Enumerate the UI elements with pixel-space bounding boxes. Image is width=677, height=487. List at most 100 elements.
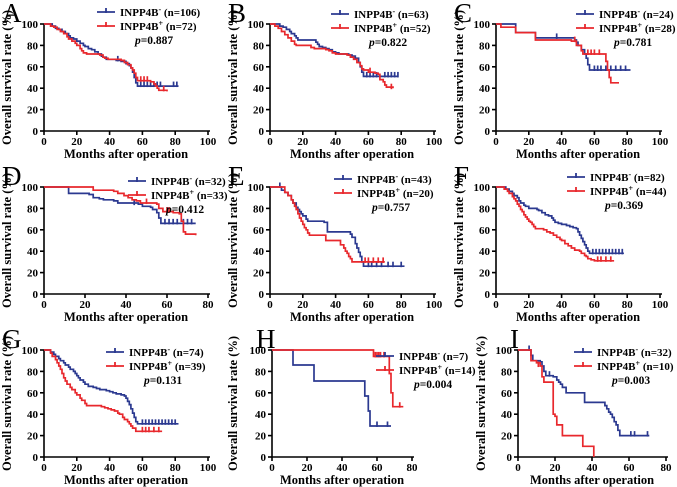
- censor-ticks-red: [369, 67, 393, 90]
- y-tick-label: 40: [27, 409, 39, 421]
- y-tick-label: 0: [33, 126, 39, 138]
- x-tick-label: 20: [71, 136, 83, 148]
- x-axis-label: Months after operation: [64, 310, 188, 324]
- km-curve-inpp4b-pos: [496, 23, 619, 84]
- km-curve-inpp4b-pos: [44, 349, 163, 433]
- y-axis-label: Overall survival rate (%): [226, 10, 240, 145]
- y-tick-label: 60: [27, 225, 39, 237]
- legend-label: INPP4B+ (n=20): [357, 186, 434, 200]
- x-axis-label: Months after operation: [516, 310, 640, 324]
- x-tick-label: 100: [652, 299, 669, 311]
- y-tick-label: 100: [474, 182, 491, 194]
- y-axis-label: Overall survival rate (%): [452, 173, 466, 308]
- legend: INPP4B- (n=82)INPP4B+ (n=44) p=0.369: [567, 170, 667, 212]
- legend: INPP4B- (n=43)INPP4B+ (n=20) p=0.757: [334, 172, 434, 214]
- x-tick-label: 60: [372, 462, 384, 474]
- panel-D: D 0 20 40 60 80 0 20 40 60 80 100 Months after opera…: [0, 161, 228, 324]
- legend-label: INPP4B+ (n=39): [129, 359, 206, 373]
- censor-ticks-red: [573, 36, 601, 55]
- x-tick-label: 0: [269, 462, 275, 474]
- legend-label: INPP4B- (n=32): [151, 174, 226, 188]
- legend-label: INPP4B- (n=82): [590, 170, 665, 184]
- p-value-label: p=0.004: [413, 379, 452, 391]
- y-axis-label: Overall survival rate (%): [0, 336, 14, 471]
- legend: INPP4B- (n=7)INPP4B+ (n=14) p=0.004: [376, 349, 476, 391]
- y-tick-label: 60: [501, 388, 513, 400]
- y-tick-label: 40: [479, 246, 491, 258]
- x-tick-label: 20: [523, 299, 535, 311]
- panel-G: G 0 20 40 60 80 100 0 20 40 60 80 100 Months after op…: [0, 324, 217, 487]
- x-tick-label: 20: [302, 462, 314, 474]
- y-tick-label: 100: [22, 182, 39, 194]
- legend-label: INPP4B- (n=43): [357, 172, 432, 186]
- y-tick-label: 60: [479, 62, 491, 74]
- x-axis-label: Months after operation: [290, 310, 414, 324]
- y-tick-label: 60: [255, 388, 267, 400]
- x-axis-label: Months after operation: [280, 473, 404, 487]
- axes: [40, 349, 210, 461]
- x-axis-label: Months after operation: [290, 147, 414, 161]
- axes: [268, 349, 414, 461]
- censor-ticks-blue: [591, 248, 624, 255]
- y-tick-label: 80: [27, 40, 39, 52]
- p-value-label: p=0.781: [613, 37, 652, 49]
- legend-label: INPP4B- (n=32): [597, 345, 672, 359]
- y-tick-label: 20: [27, 431, 39, 443]
- x-tick-label: 60: [589, 136, 601, 148]
- y-tick-label: 100: [474, 19, 491, 31]
- x-tick-label: 60: [624, 462, 636, 474]
- y-tick-label: 60: [27, 62, 39, 74]
- y-tick-label: 80: [253, 40, 265, 52]
- x-tick-label: 100: [426, 299, 443, 311]
- axes: [266, 23, 436, 135]
- x-tick-label: 60: [589, 299, 601, 311]
- legend-label: INPP4B- (n=63): [354, 7, 429, 21]
- censor-ticks-blue: [528, 345, 649, 437]
- y-tick-label: 20: [253, 105, 265, 117]
- legend-label: INPP4B- (n=74): [129, 345, 204, 359]
- x-tick-label: 40: [104, 462, 116, 474]
- x-tick-label: 20: [80, 299, 92, 311]
- x-tick-label: 80: [622, 136, 634, 148]
- censor-ticks-red: [139, 76, 165, 92]
- legend: INPP4B- (n=32)INPP4B+ (n=10) p=0.003: [574, 345, 674, 387]
- p-value-label: p=0.131: [143, 375, 182, 387]
- panel-letter: H: [256, 324, 276, 354]
- y-tick-label: 20: [479, 268, 491, 280]
- y-tick-label: 100: [248, 182, 265, 194]
- p-value-label: p=0.003: [611, 375, 650, 387]
- axes: [40, 186, 210, 298]
- x-tick-label: 40: [556, 299, 568, 311]
- x-tick-label: 0: [267, 136, 273, 148]
- x-axis-label: Months after operation: [530, 473, 654, 487]
- panel-letter: B: [228, 0, 246, 28]
- p-value-label: p=0.369: [604, 200, 643, 212]
- panel-E: E 0 20 40 60 80 100 0 20 40 60 80 100 Months after op…: [226, 161, 443, 324]
- y-tick-label: 20: [479, 105, 491, 117]
- x-axis-label: Months after operation: [516, 147, 640, 161]
- censor-ticks-blue: [555, 33, 627, 72]
- y-tick-label: 60: [253, 62, 265, 74]
- km-curve-inpp4b-neg: [44, 349, 179, 425]
- panel-H: H 0 20 40 60 80 0 20 40 60 80 100 Months after opera…: [226, 324, 476, 487]
- y-tick-label: 40: [27, 246, 39, 258]
- censor-ticks-red: [141, 426, 160, 433]
- x-tick-label: 20: [297, 299, 309, 311]
- x-tick-label: 20: [297, 136, 309, 148]
- x-tick-label: 40: [104, 136, 116, 148]
- legend-label: INPP4B+ (n=28): [599, 21, 676, 35]
- y-tick-label: 40: [253, 83, 265, 95]
- km-curve-inpp4b-pos: [496, 186, 615, 262]
- y-tick-label: 0: [259, 126, 265, 138]
- y-tick-label: 0: [33, 289, 39, 301]
- y-tick-label: 40: [27, 83, 39, 95]
- legend: INPP4B- (n=32)INPP4B+ (n=33) p=0.412: [128, 174, 228, 216]
- y-tick-label: 20: [253, 268, 265, 280]
- legend-label: INPP4B+ (n=52): [354, 21, 431, 35]
- x-tick-label: 80: [203, 299, 215, 311]
- y-tick-label: 20: [27, 268, 39, 280]
- legend-label: INPP4B- (n=7): [399, 349, 468, 363]
- x-tick-label: 20: [71, 462, 83, 474]
- y-tick-label: 100: [22, 345, 39, 357]
